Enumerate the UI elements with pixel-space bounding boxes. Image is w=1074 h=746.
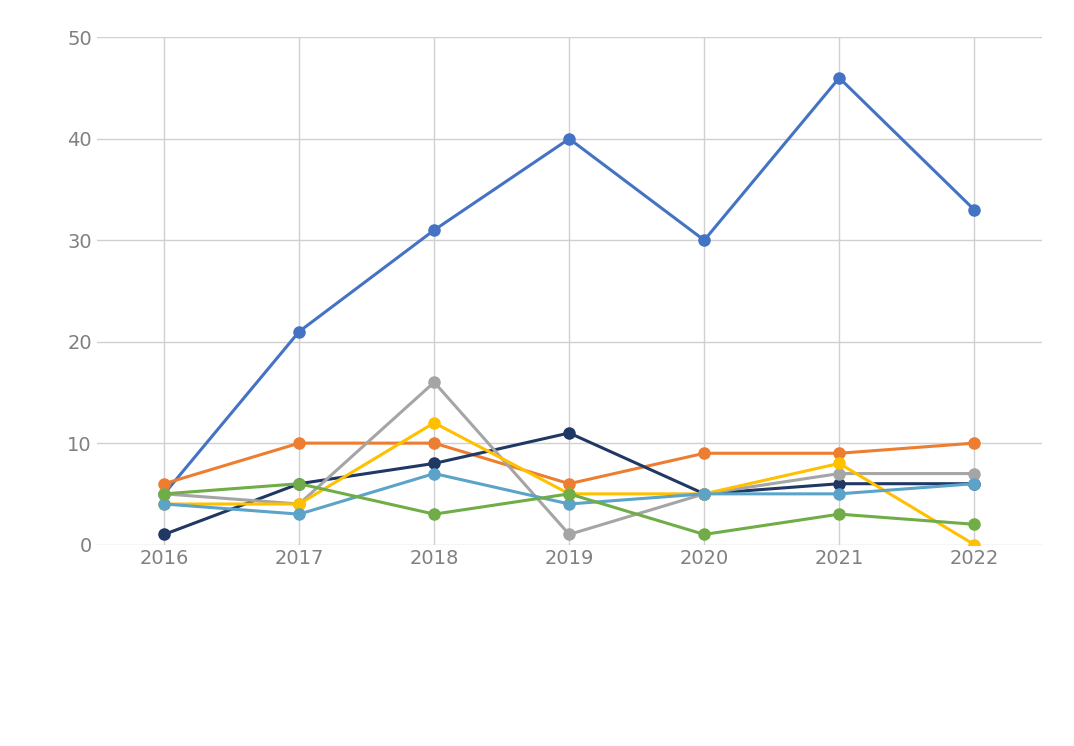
General Allergy (293, 500, 306, 509)
Line: Drug Allergy: Drug Allergy (159, 427, 979, 540)
General Allergy (968, 469, 981, 478)
Line: Other: Other (159, 468, 979, 520)
General Allergy (158, 489, 171, 498)
TREC (293, 327, 306, 336)
Other (158, 500, 171, 509)
General Allergy (563, 530, 576, 539)
Other (698, 489, 711, 498)
Line: Immunodeficiency: Immunodeficiency (159, 438, 979, 489)
Inflammatory (293, 500, 306, 509)
Eczema (158, 489, 171, 498)
Line: Eczema: Eczema (159, 478, 979, 540)
Other (563, 500, 576, 509)
TREC (427, 225, 440, 234)
Eczema (698, 530, 711, 539)
TREC (698, 236, 711, 245)
Inflammatory (832, 459, 845, 468)
Inflammatory (158, 500, 171, 509)
General Allergy (832, 469, 845, 478)
Inflammatory (968, 540, 981, 549)
TREC (832, 73, 845, 82)
General Allergy (427, 377, 440, 386)
Eczema (563, 489, 576, 498)
Drug Allergy (968, 479, 981, 488)
TREC (563, 134, 576, 143)
Eczema (293, 479, 306, 488)
TREC (968, 205, 981, 214)
Drug Allergy (427, 459, 440, 468)
Inflammatory (427, 419, 440, 427)
General Allergy (698, 489, 711, 498)
Immunodeficiency (158, 479, 171, 488)
Line: TREC: TREC (159, 72, 979, 499)
Immunodeficiency (968, 439, 981, 448)
Other (968, 479, 981, 488)
Drug Allergy (293, 479, 306, 488)
Immunodeficiency (293, 439, 306, 448)
Drug Allergy (698, 489, 711, 498)
Drug Allergy (563, 428, 576, 437)
TREC (158, 489, 171, 498)
Inflammatory (563, 489, 576, 498)
Immunodeficiency (832, 449, 845, 458)
Eczema (968, 520, 981, 529)
Eczema (832, 510, 845, 518)
Immunodeficiency (698, 449, 711, 458)
Other (427, 469, 440, 478)
Drug Allergy (158, 530, 171, 539)
Line: Inflammatory: Inflammatory (159, 417, 979, 550)
Other (832, 489, 845, 498)
Eczema (427, 510, 440, 518)
Inflammatory (698, 489, 711, 498)
Immunodeficiency (427, 439, 440, 448)
Drug Allergy (832, 479, 845, 488)
Other (293, 510, 306, 518)
Immunodeficiency (563, 479, 576, 488)
Line: General Allergy: General Allergy (159, 377, 979, 540)
